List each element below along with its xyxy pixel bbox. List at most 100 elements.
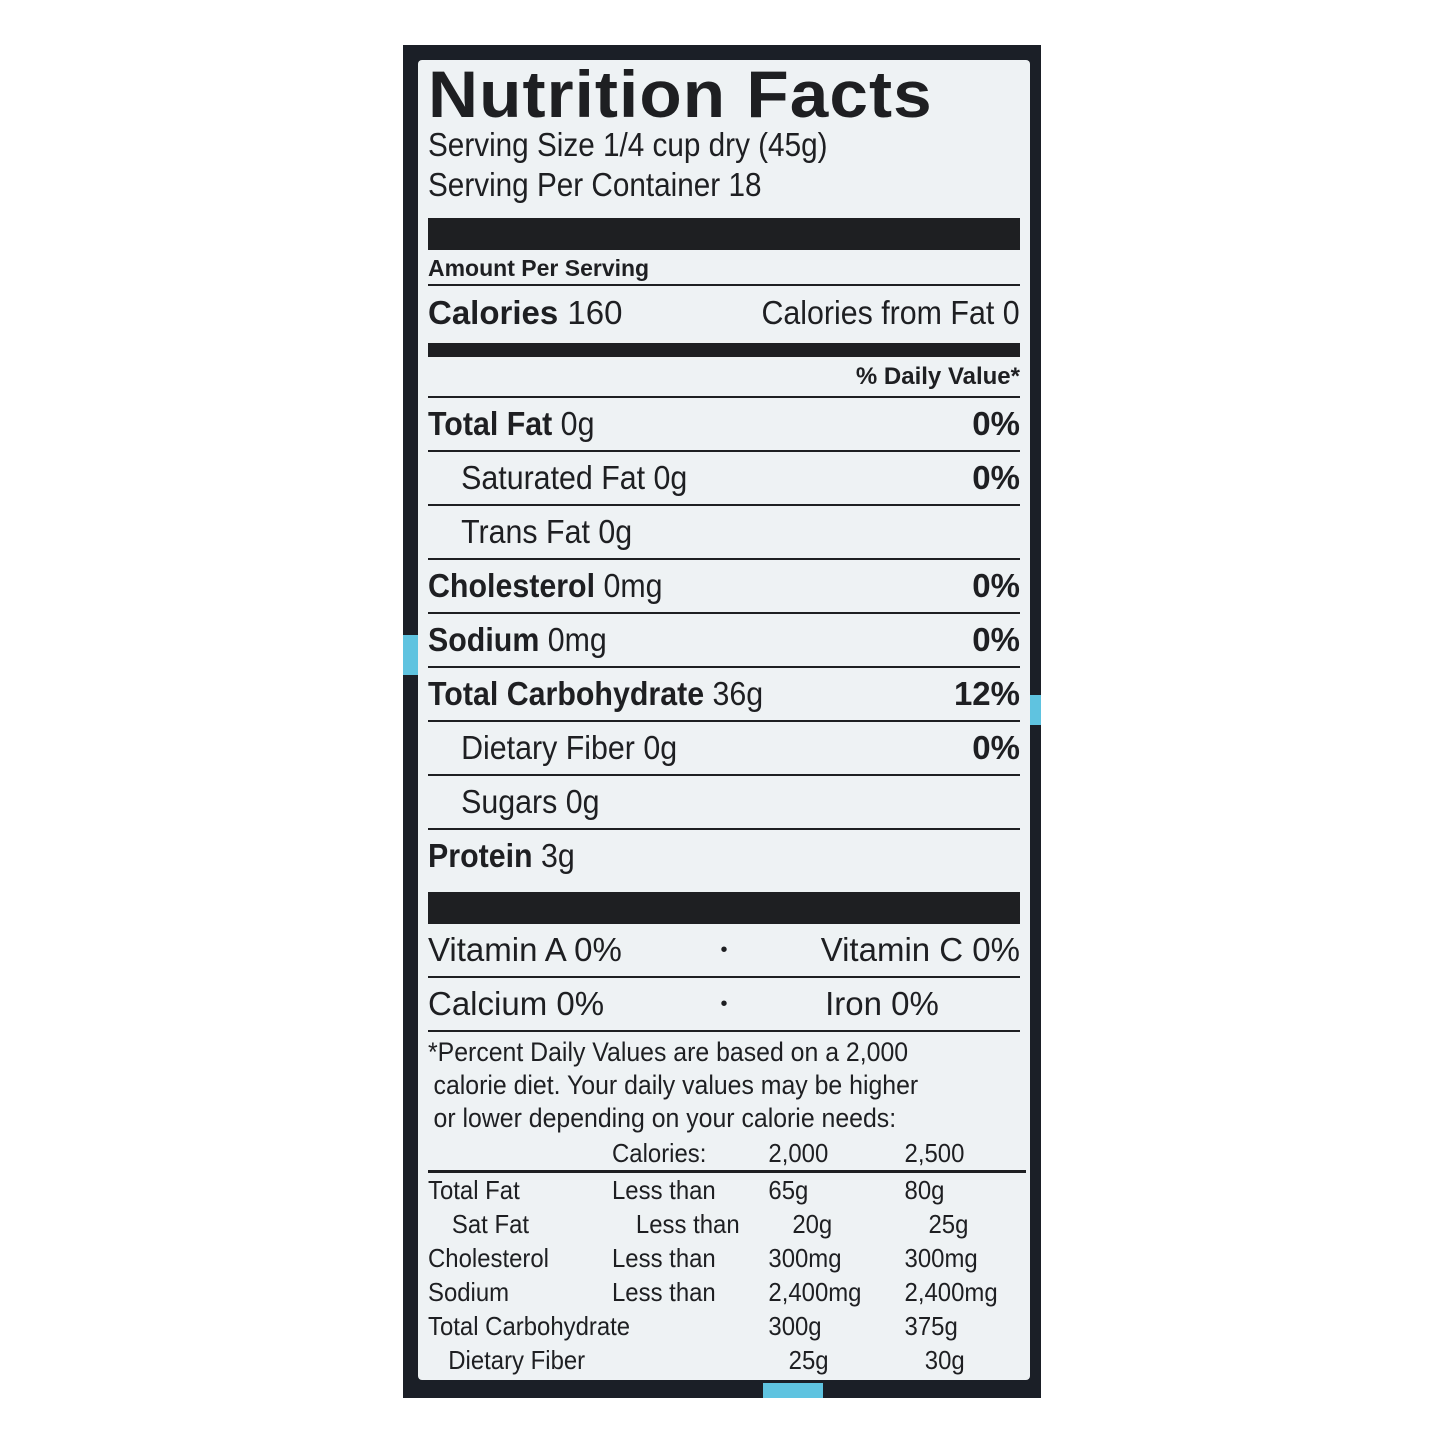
nutrient-amount: 0g	[565, 783, 600, 820]
footnote-line: calorie diet. Your daily values may be h…	[433, 1070, 919, 1100]
table-row: Total Fat Less than 65g 80g	[428, 1173, 973, 1207]
table-cell: Less than	[612, 1276, 716, 1307]
nutrient-daily-value: 0%	[972, 405, 1020, 442]
table-cell: 300mg	[768, 1242, 842, 1273]
thick-divider	[428, 892, 1020, 924]
nutrient-row: Total Fat 0g 0%	[428, 398, 1020, 452]
thick-divider	[428, 218, 1020, 250]
nutrient-amount: 3g	[541, 837, 575, 874]
nutrient-row: Total Carbohydrate 36g 12%	[428, 668, 1020, 722]
nutrient-amount: 0g	[643, 729, 678, 766]
nutrient-daily-value: 0%	[972, 459, 1020, 496]
table-cell: Less than	[612, 1242, 716, 1273]
calories-row: Calories 160 Calories from Fat 0	[428, 294, 1020, 332]
label-title: Nutrition Facts	[428, 57, 933, 131]
nutrient-name: Saturated Fat	[461, 459, 646, 496]
calories-value: 160	[567, 294, 623, 331]
calories-label: Calories	[428, 294, 559, 331]
amount-per-serving: Amount Per Serving	[428, 252, 1020, 286]
table-row: Total Carbohydrate 300g 375g	[428, 1309, 973, 1343]
nutrient-daily-value: 0%	[972, 567, 1020, 604]
table-cell: 25g	[928, 1208, 969, 1239]
nutrient-amount: 0g	[598, 513, 633, 550]
package-accent	[763, 1383, 823, 1398]
vitamin-left: Vitamin A 0%	[428, 931, 622, 968]
nutrient-amount: 0g	[653, 459, 688, 496]
nutrient-label: Dietary Fiber 0g	[428, 729, 677, 767]
table-cell: 30g	[924, 1344, 965, 1375]
nutrient-name: Total Fat	[428, 405, 553, 442]
nutrient-row: Sugars 0g	[428, 776, 1020, 830]
table-cell: Cholesterol	[428, 1242, 549, 1273]
table-cell: 300g	[768, 1310, 822, 1341]
table-row: Dietary Fiber 25g 30g	[428, 1343, 973, 1377]
table-header: Calories: 2,000 2,500	[428, 1136, 1026, 1173]
nutrient-amount: 0mg	[603, 567, 663, 604]
table-cell: 65g	[768, 1174, 809, 1205]
nutrient-name: Dietary Fiber	[461, 729, 635, 766]
footnote-line: *Percent Daily Values are based on a 2,0…	[428, 1037, 909, 1067]
nutrient-row: Dietary Fiber 0g 0%	[428, 722, 1020, 776]
nutrient-label: Saturated Fat 0g	[428, 459, 687, 497]
table-row: Cholesterol Less than 300mg 300mg	[428, 1241, 978, 1275]
footnote-line: or lower depending on your calorie needs…	[433, 1103, 897, 1133]
bullet-separator: •	[720, 938, 728, 961]
table-cell: 375g	[904, 1310, 958, 1341]
daily-value-header: % Daily Value*	[428, 360, 1020, 398]
table-cell: Less than	[635, 1208, 740, 1239]
nutrient-row: Saturated Fat 0g 0%	[428, 452, 1020, 506]
medium-divider	[428, 343, 1020, 357]
vitamin-row: Vitamin A 0% • Vitamin C 0%	[428, 924, 1020, 978]
table-cell: 2,000	[768, 1137, 829, 1168]
nutrient-row: Sodium 0mg 0%	[428, 614, 1020, 668]
table-cell: 80g	[904, 1174, 945, 1205]
vitamin-right: Vitamin C 0%	[820, 931, 1020, 968]
footnote: *Percent Daily Values are based on a 2,0…	[428, 1036, 1020, 1135]
nutrient-daily-value: 0%	[972, 621, 1020, 658]
nutrient-amount: 0mg	[547, 621, 607, 658]
table-cell: Sodium	[428, 1276, 510, 1307]
bullet-separator: •	[720, 992, 728, 1015]
nutrient-name: Trans Fat	[461, 513, 590, 550]
nutrient-label: Sugars 0g	[428, 783, 600, 821]
nutrient-amount: 36g	[712, 675, 764, 712]
serving-size: Serving Size 1/4 cup dry (45g)	[428, 126, 828, 163]
nutrient-name: Cholesterol	[428, 567, 596, 604]
nutrient-daily-value: 12%	[953, 675, 1020, 712]
nutrient-daily-value: 0%	[972, 729, 1020, 766]
table-cell: Dietary Fiber	[448, 1344, 586, 1375]
nutrient-row: Cholesterol 0mg 0%	[428, 560, 1020, 614]
nutrient-list: Total Fat 0g 0% Saturated Fat 0g 0% Trans Fa…	[428, 398, 1020, 882]
table-row: Sodium Less than 2,400mg 2,400mg	[428, 1275, 998, 1309]
nutrient-name: Sodium	[428, 621, 540, 658]
vitamin-list: Vitamin A 0% • Vitamin C 0% Calcium 0% • Iron…	[428, 924, 1020, 1032]
nutrient-label: Total Fat 0g	[428, 405, 594, 443]
vitamin-right: Iron 0%	[825, 985, 939, 1022]
nutrient-row: Protein 3g	[428, 830, 1020, 882]
nutrient-name: Total Carbohydrate	[428, 675, 705, 712]
table-row: Sat Fat Less than 20g 25g	[428, 1207, 973, 1241]
table-cell: 2,500	[904, 1137, 965, 1168]
nutrient-name: Protein	[428, 837, 533, 874]
table-cell: 300mg	[904, 1242, 978, 1273]
nutrient-amount: 0g	[560, 405, 595, 442]
nutrient-label: Total Carbohydrate 36g	[428, 675, 763, 713]
daily-value-table: Calories: 2,000 2,500 Total Fat Less than 65g…	[428, 1136, 1026, 1377]
table-cell: 20g	[792, 1208, 833, 1239]
package-accent	[403, 635, 418, 675]
calories-from-fat: Calories from Fat 0	[761, 294, 1020, 331]
table-cell: 2,400mg	[768, 1276, 862, 1307]
table-cell: Total Fat	[428, 1174, 520, 1205]
table-cell: 2,400mg	[904, 1276, 998, 1307]
nutrient-label: Cholesterol 0mg	[428, 567, 663, 605]
nutrition-facts-label: Nutrition Facts Serving Size 1/4 cup dry…	[418, 60, 1030, 1380]
table-cell: Calories:	[612, 1137, 707, 1168]
nutrient-name: Sugars	[461, 783, 558, 820]
table-cell: Total Carbohydrate	[428, 1310, 631, 1341]
nutrient-label: Sodium 0mg	[428, 621, 607, 659]
nutrient-row: Trans Fat 0g	[428, 506, 1020, 560]
vitamin-left: Calcium 0%	[428, 985, 605, 1022]
nutrient-label: Protein 3g	[428, 837, 575, 875]
table-cell: 25g	[788, 1344, 829, 1375]
nutrient-label: Trans Fat 0g	[428, 513, 632, 551]
